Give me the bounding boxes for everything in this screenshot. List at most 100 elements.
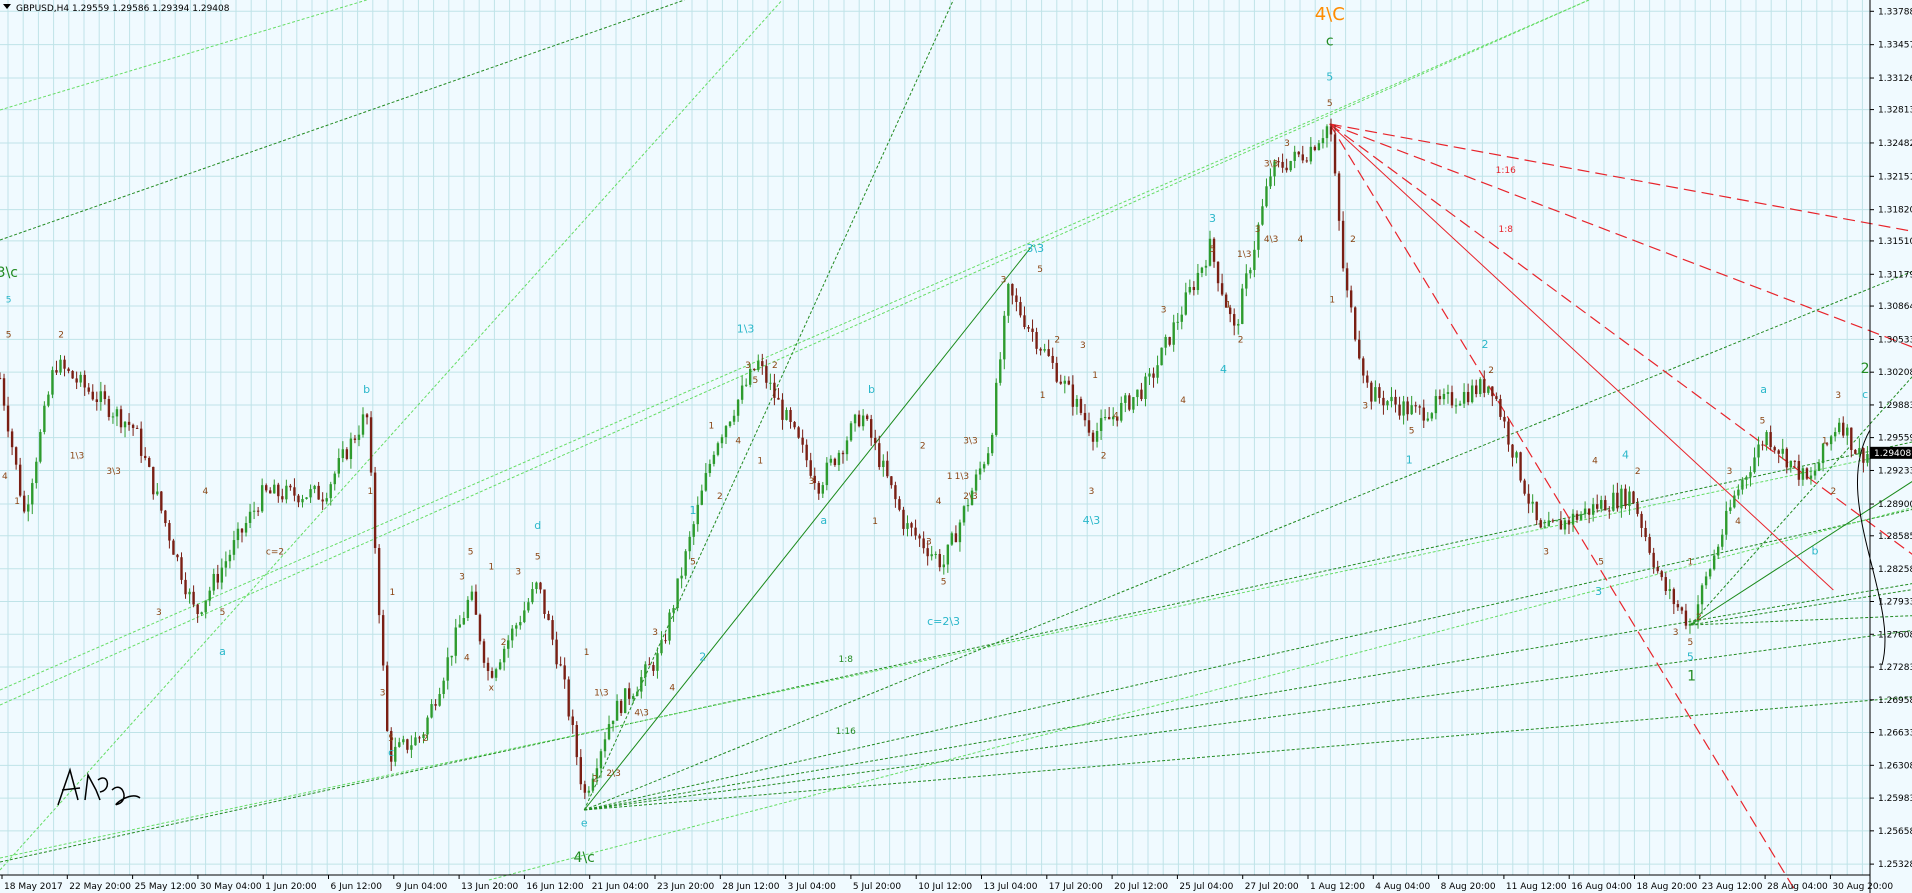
wave-label: 2: [1830, 487, 1836, 497]
price-tick-label: 1.30864: [1878, 302, 1912, 312]
wave-label: 3: [1001, 275, 1007, 285]
wave-label: c: [1862, 388, 1868, 401]
price-tick-label: 1.26958: [1878, 696, 1912, 706]
wave-label: 5: [388, 734, 394, 744]
wave-label: x: [489, 684, 495, 694]
time-tick-label: 30 May 04:00: [200, 882, 262, 892]
wave-label: 4\c: [574, 850, 595, 866]
wave-label: 1\3: [594, 689, 608, 699]
time-tick-label: 17 Jul 20:00: [1049, 882, 1103, 892]
time-tick-label: 10 Jul 12:00: [918, 882, 972, 892]
price-tick-label: 1.30208: [1878, 368, 1912, 378]
wave-label: 1: [757, 457, 763, 467]
price-tick-label: 1.29559: [1878, 434, 1912, 444]
wave-label: 5: [6, 331, 12, 341]
price-tick-label: 1.26308: [1878, 761, 1912, 771]
chart-grid: [0, 0, 1870, 875]
wave-label: 1: [1092, 371, 1098, 381]
wave-label: 1: [488, 563, 494, 573]
wave-label: 2: [1696, 613, 1702, 623]
wave-label: 3\3: [106, 467, 120, 477]
time-tick-label: 5 Jul 20:00: [853, 882, 902, 892]
wave-label: 2: [1054, 336, 1060, 346]
price-axis[interactable]: 1.33788 1.33457 1.33126 1.32813 1.32482 1.321…: [1869, 0, 1912, 893]
wave-label: 4: [735, 437, 741, 447]
time-tick-label: 8 Aug 20:00: [1441, 882, 1496, 892]
wave-label: 3\3: [963, 437, 977, 447]
wave-label: 2: [1101, 452, 1107, 462]
wave-label: 2: [1635, 467, 1641, 477]
time-tick-label: 20 Jul 12:00: [1114, 882, 1168, 892]
wave-label: 1: [1822, 437, 1828, 447]
price-tick-label: 1.26633: [1878, 729, 1912, 739]
time-tick-label: 1 Aug 12:00: [1310, 882, 1365, 892]
wave-label: e: [581, 817, 588, 830]
price-tick-label: 1.31510: [1878, 237, 1912, 247]
time-axis[interactable]: 18 May 2017 22 May 20:00 25 May 12:00 30 Ma…: [0, 874, 1893, 892]
wave-label: 3: [1835, 391, 1841, 401]
wave-label: 3: [1089, 487, 1095, 497]
wave-label: b: [868, 383, 875, 396]
wave-label: 4\3: [1083, 514, 1101, 527]
wave-label: 5: [1037, 265, 1043, 275]
wave-label: 5: [1598, 558, 1604, 568]
wave-label: 1: [14, 497, 20, 507]
chart-menu-icon[interactable]: [3, 4, 11, 9]
price-tick-label: 1.29883: [1878, 401, 1912, 411]
time-tick-label: 1 Jun 20:00: [265, 882, 317, 892]
wave-label: 5: [1327, 99, 1333, 109]
wave-label: 4: [1735, 517, 1741, 527]
wave-label: 5: [6, 295, 12, 305]
wave-label: 4\3: [1264, 235, 1278, 245]
wave-label: 1\3: [70, 452, 84, 462]
time-tick-label: 18 Aug 20:00: [1637, 882, 1698, 892]
wave-label: 2: [1861, 361, 1870, 377]
price-tick-label: 1.32151: [1878, 172, 1912, 182]
time-tick-label: 21 Jun 04:00: [592, 882, 649, 892]
wave-label: 3: [380, 689, 386, 699]
wave-label: 3: [1255, 225, 1261, 235]
wave-label: a: [219, 645, 226, 658]
wave-label: 3: [515, 568, 521, 578]
wave-label: 1: [708, 421, 714, 431]
wave-label: 4: [1180, 396, 1186, 406]
wave-label: 4: [669, 684, 675, 694]
wave-label: 5: [1326, 71, 1333, 84]
wave-label: 1: [1329, 295, 1335, 305]
wave-label: c=2: [266, 547, 284, 557]
wave-label: 1\3: [1237, 250, 1251, 260]
price-tick-label: 1.31820: [1878, 206, 1912, 216]
fib-label: 1:8: [839, 655, 854, 665]
wave-label: 3: [1673, 628, 1679, 638]
time-tick-label: 3 Jul 04:00: [788, 882, 837, 892]
time-tick-label: 18 May 2017: [4, 882, 63, 892]
wave-label: 1: [1687, 558, 1693, 568]
wave-label: a: [1760, 383, 1767, 396]
wave-label: 2: [1350, 235, 1356, 245]
wave-label: 4: [464, 653, 470, 663]
fib-labels: 1:16 1:8 1:8 1:16: [836, 166, 1516, 737]
wave-label: 3: [652, 628, 658, 638]
price-tick-label: 1.33126: [1878, 74, 1912, 84]
wave-label: 2: [1488, 366, 1494, 376]
wave-label: 3: [1161, 306, 1167, 316]
time-tick-label: 28 Jun 12:00: [722, 882, 779, 892]
time-tick-label: 27 Jul 20:00: [1245, 882, 1299, 892]
wave-label: 3: [809, 477, 815, 487]
wave-label: b: [363, 383, 370, 396]
time-tick-label: 16 Aug 04:00: [1571, 882, 1632, 892]
wave-label: c: [1326, 33, 1334, 49]
chart-title: GBPUSD,H4 1.29559 1.29586 1.29394 1.2940…: [16, 4, 230, 14]
time-tick-label: 30 Aug 20:00: [1832, 882, 1893, 892]
wave-label: 2\3: [606, 769, 620, 779]
time-tick-label: 23 Jun 20:00: [657, 882, 714, 892]
wave-label: 5: [1210, 245, 1216, 255]
wave-label: 2: [1482, 338, 1489, 351]
wave-label: 1\3: [737, 323, 755, 336]
time-tick-label: 9 Jun 04:00: [396, 882, 448, 892]
price-tick-label: 1.30533: [1878, 335, 1912, 345]
wave-label: 4\3: [634, 709, 648, 719]
